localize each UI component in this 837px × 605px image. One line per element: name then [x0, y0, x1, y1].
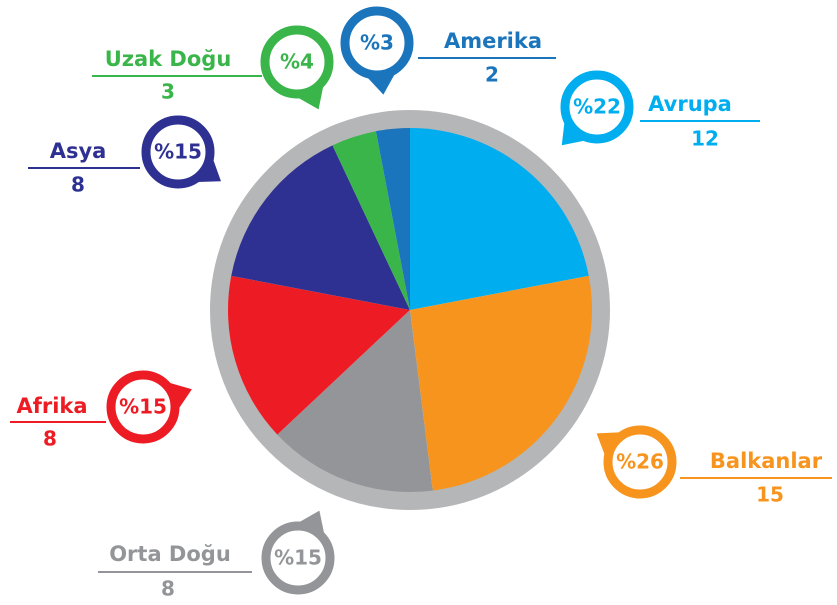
category-label: Amerika: [444, 29, 542, 53]
pie-slice: [231, 145, 410, 310]
pie-slice: [375, 128, 410, 310]
pie-slice: [228, 275, 410, 435]
pin: [560, 70, 634, 144]
category-label: Afrika: [16, 394, 87, 418]
percent-label: %15: [119, 395, 167, 419]
percent-label: %15: [154, 140, 202, 164]
count-label: 15: [756, 483, 784, 507]
pin: [141, 115, 215, 189]
category-label: Avrupa: [648, 92, 732, 116]
percent-label: %3: [360, 31, 394, 55]
percent-label: %22: [573, 95, 621, 119]
category-label: Uzak Doğu: [105, 47, 232, 71]
pie-slice: [410, 128, 589, 310]
category-label: Orta Doğu: [109, 542, 231, 566]
percent-label: %15: [274, 546, 322, 570]
count-label: 8: [161, 577, 175, 601]
pie-ring: [210, 110, 610, 510]
category-label: Balkanlar: [710, 449, 823, 473]
percent-label: %4: [280, 50, 314, 74]
pin: [340, 6, 414, 80]
count-label: 12: [691, 127, 719, 151]
pin: [106, 370, 180, 444]
pie-slice: [277, 310, 433, 492]
category-label: Asya: [50, 139, 107, 163]
count-label: 3: [161, 80, 175, 104]
pin: [260, 25, 334, 99]
count-label: 8: [71, 173, 85, 197]
pin: [261, 521, 335, 595]
count-label: 8: [43, 427, 57, 451]
pie-slice: [410, 275, 592, 491]
pin: [603, 425, 677, 499]
count-label: 2: [485, 63, 499, 87]
pie-slice: [332, 131, 410, 310]
percent-label: %26: [616, 450, 664, 474]
